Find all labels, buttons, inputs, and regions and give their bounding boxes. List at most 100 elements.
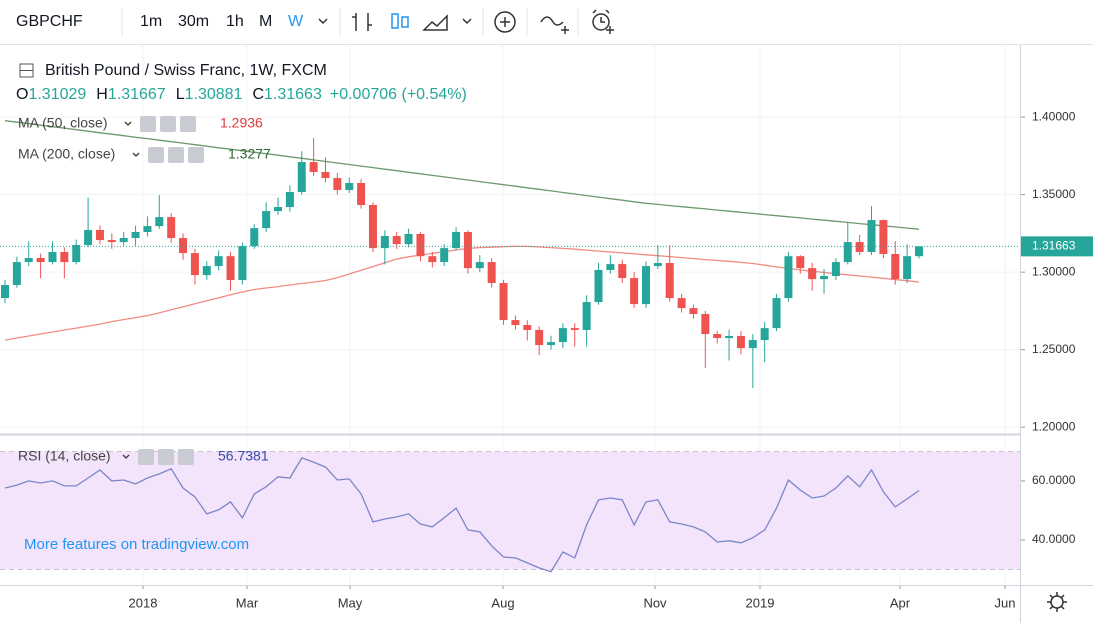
candle-body	[653, 262, 662, 267]
candle-body	[689, 308, 698, 315]
interval-button[interactable]: 1h	[226, 13, 244, 30]
candle-body	[297, 162, 306, 192]
legend-icon[interactable]	[160, 116, 176, 132]
y-tick-label: 1.40000	[1032, 109, 1076, 123]
candle-body	[487, 262, 496, 283]
candle-body	[416, 234, 425, 257]
candle-body	[36, 258, 45, 263]
candle-body	[582, 302, 591, 330]
candle-body	[404, 234, 413, 245]
candle-body	[345, 182, 354, 190]
candle-body	[677, 298, 686, 309]
settings[interactable]	[1047, 592, 1067, 612]
legend-icon[interactable]	[178, 449, 194, 465]
last-price-box	[1021, 236, 1093, 257]
candle-body	[285, 191, 294, 208]
indicator-dropdown[interactable]	[132, 152, 140, 157]
candle-body	[380, 236, 389, 249]
interval-button[interactable]: M	[259, 13, 272, 30]
interval-button[interactable]: 1m	[140, 13, 162, 30]
indicator-name: MA (200, close)	[18, 146, 115, 162]
candle-body	[428, 256, 437, 263]
indicators-icon[interactable]	[540, 16, 569, 34]
legend-icon[interactable]	[148, 147, 164, 163]
banner-text[interactable]: More features on tradingview.com	[24, 536, 249, 553]
candle-body	[641, 266, 650, 305]
legend-icon[interactable]	[140, 116, 156, 132]
candle-body	[535, 329, 544, 346]
rsi-band	[0, 451, 1020, 570]
series-title: British Pound / Swiss Franc, 1W, FXCM	[45, 62, 327, 79]
interval-button[interactable]: W	[288, 13, 304, 30]
banner[interactable]: More features on tradingview.com	[24, 536, 249, 553]
compare-icon[interactable]	[494, 11, 516, 33]
candle-body	[214, 256, 223, 267]
candle-body	[665, 262, 674, 299]
indicator-dropdown[interactable]	[124, 121, 132, 126]
last-price-label: 1.31663	[1032, 239, 1076, 253]
candle-body	[392, 236, 401, 245]
x-tick-label: Nov	[643, 595, 667, 610]
indicator-dropdown[interactable]	[122, 454, 130, 459]
interval-buttons: 1m 30m 1h M W	[140, 13, 304, 30]
candle-body	[131, 231, 140, 239]
candle-body	[558, 328, 567, 343]
y-tick-label: 1.25000	[1032, 342, 1076, 356]
indicator-value: 1.3277	[228, 146, 271, 162]
candle-body	[60, 251, 69, 263]
ohlc-prefix: L	[176, 86, 185, 103]
candle-body	[321, 171, 330, 179]
candle-body	[630, 278, 639, 305]
candle-body	[179, 238, 188, 254]
candle-body	[736, 336, 745, 349]
candle-body	[190, 253, 199, 276]
candle-body	[523, 325, 532, 330]
legend-icon[interactable]	[188, 147, 204, 163]
interval-button[interactable]: 30m	[178, 13, 209, 30]
legend-icon[interactable]	[158, 449, 174, 465]
ohlc-value: 1.31663	[264, 86, 322, 103]
candle-body	[618, 264, 627, 279]
toolbar	[0, 0, 1093, 44]
candle-body	[547, 342, 556, 346]
candle-body	[368, 205, 377, 249]
interval-dropdown[interactable]	[318, 18, 328, 25]
candle-body	[914, 246, 923, 257]
legend-icon[interactable]	[168, 147, 184, 163]
candle-body	[107, 240, 116, 243]
area-icon[interactable]	[422, 14, 448, 31]
x-tick-label: 2018	[129, 595, 158, 610]
symbol[interactable]: GBPCHF	[16, 13, 83, 30]
candle-body	[831, 262, 840, 277]
candle-body	[879, 220, 888, 255]
candle-body	[357, 182, 366, 206]
candle-body	[119, 238, 128, 243]
indicator-value: 1.2936	[220, 115, 263, 131]
candle-body	[891, 254, 900, 280]
ohlc-prefix: C	[252, 86, 264, 103]
candles-icon[interactable]	[391, 13, 409, 29]
candle-body	[606, 264, 615, 270]
legend-icon[interactable]	[180, 116, 196, 132]
candle-body	[167, 217, 176, 239]
legend-icon[interactable]	[138, 449, 154, 465]
candle-body	[84, 229, 93, 246]
candle-body	[262, 211, 271, 229]
bars-icon[interactable]	[352, 13, 372, 31]
candle-body	[903, 256, 912, 280]
candle-body	[843, 242, 852, 263]
alert-icon[interactable]	[592, 9, 614, 34]
candle-body	[772, 298, 781, 329]
ohlc-value: 1.30881	[185, 86, 243, 103]
ohlc-legend: O1.31029 H1.31667 L1.30881 C1.31663 +0.00706…	[16, 86, 467, 103]
candle-body	[274, 207, 283, 212]
candle-body	[250, 228, 259, 247]
chart-type-dropdown[interactable]	[462, 18, 472, 25]
candle-body	[1, 285, 9, 299]
candle-body	[226, 256, 235, 281]
candle-body	[475, 262, 484, 269]
rsi-y-tick-label: 40.0000	[1032, 532, 1076, 546]
x-tick-label: Jun	[995, 595, 1016, 610]
y-tick-label: 1.30000	[1032, 264, 1076, 278]
